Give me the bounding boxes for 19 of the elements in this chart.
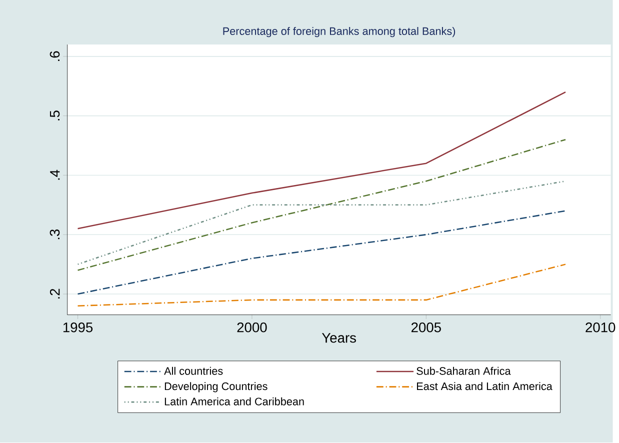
legend-label: Latin America and Caribbean [164, 398, 304, 406]
legend-label: Sub-Saharan Africa [416, 367, 511, 376]
legend-label: Developing Countries [164, 382, 268, 392]
x-tick-label: 2005 [411, 322, 441, 333]
y-tick-label: .2 [50, 289, 60, 299]
x-axis-title: Years [322, 333, 356, 343]
line-series [77, 210, 566, 295]
y-tick-label: .4 [50, 170, 60, 180]
chart-title: Percentage of foreign Banks among total Banks) [223, 27, 456, 38]
legend-label: All countries [164, 367, 223, 376]
x-tick-label: 2010 [586, 322, 616, 333]
y-tick-label: .5 [50, 110, 60, 121]
x-tick-label: 1995 [63, 322, 93, 333]
y-tick-label: .3 [50, 230, 60, 240]
legend-label: East Asia and Latin America [417, 382, 552, 390]
line-series [77, 92, 566, 230]
x-tick-label: 2000 [237, 322, 267, 333]
y-tick-label: .6 [50, 52, 60, 62]
line-series [77, 139, 566, 272]
